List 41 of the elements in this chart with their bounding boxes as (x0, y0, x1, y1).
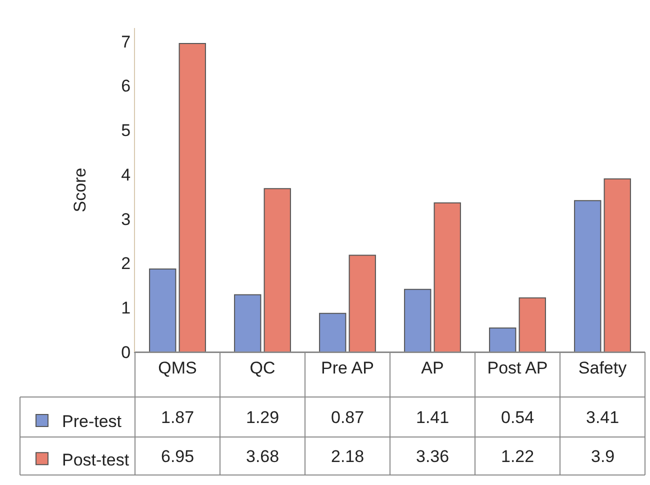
bar (574, 200, 602, 352)
bar (604, 178, 631, 352)
bar (348, 254, 376, 352)
x-tick-label: Post AP (487, 358, 548, 378)
data-label: 0.87 (331, 408, 364, 427)
legend-label: Pre-test (62, 412, 122, 432)
data-label: 1.41 (416, 408, 450, 427)
data-label: 3.9 (591, 447, 615, 466)
y-tick-label: 1 (121, 298, 131, 318)
data-label: 2.18 (331, 447, 364, 466)
bar (234, 294, 262, 352)
bar (518, 297, 546, 352)
data-label: 3.36 (416, 447, 450, 466)
y-tick-label: 3 (121, 210, 131, 229)
y-tick-label: 0 (121, 342, 131, 362)
data-label: 0.54 (501, 408, 534, 427)
bar (489, 328, 516, 352)
data-label: 1.87 (161, 408, 194, 427)
bar (404, 288, 432, 352)
bar (178, 43, 206, 352)
bar (149, 268, 176, 352)
y-axis-title: Score (70, 168, 90, 212)
y-tick-label: 4 (121, 165, 131, 184)
data-label: 1.29 (246, 408, 280, 427)
x-tick-label: Safety (578, 358, 628, 378)
data-label: 3.41 (586, 408, 620, 427)
bar (264, 188, 291, 352)
x-tick-label: QMS (158, 358, 197, 378)
bar (434, 202, 461, 352)
bar (319, 312, 346, 352)
data-label: 3.68 (246, 447, 280, 466)
y-tick-label: 2 (121, 254, 131, 274)
x-tick-label: Pre AP (321, 358, 374, 378)
legend-label: Post-test (62, 450, 130, 470)
y-tick-label: 6 (121, 76, 131, 96)
y-tick-label: 7 (121, 32, 131, 52)
data-label: 6.95 (161, 447, 194, 466)
x-tick-label: QC (250, 358, 276, 378)
data-label: 1.22 (501, 447, 534, 466)
y-tick-label: 5 (121, 121, 131, 140)
x-tick-label: AP (421, 358, 444, 378)
